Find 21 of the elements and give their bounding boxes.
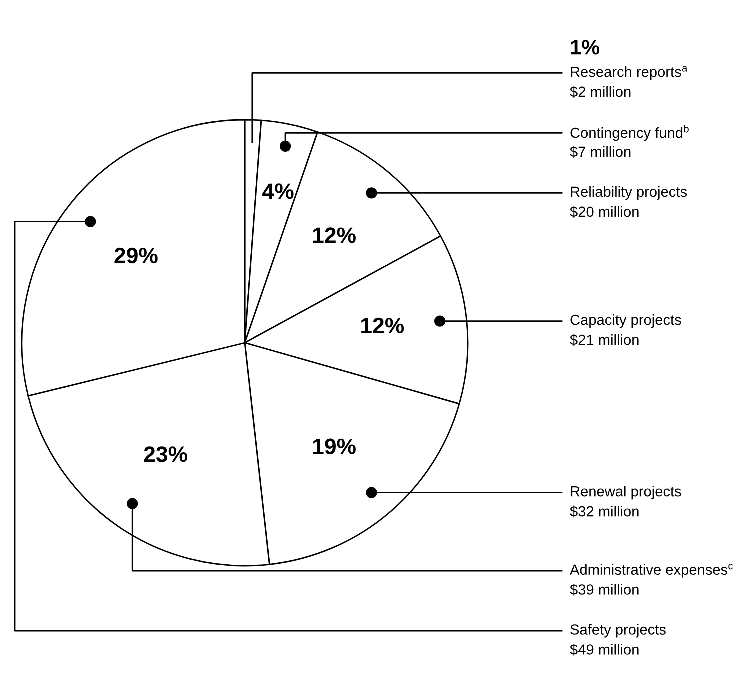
slice-label: Administrative expenses$^{c}$	[570, 564, 734, 578]
slice-label: Capacity projects	[570, 314, 682, 328]
slice-label: Renewal projects	[571, 486, 682, 500]
data-label: $21 million	[570, 334, 639, 346]
text: 29%	[114, 248, 158, 264]
text: 4%	[262, 184, 294, 200]
text: 12%	[313, 228, 356, 244]
text: 12%	[362, 318, 404, 334]
data-label: $7 million	[570, 146, 631, 158]
slice-label: Safety projects	[570, 624, 666, 638]
data-label: $49 million	[570, 644, 639, 656]
data-label: $20 million	[570, 206, 639, 218]
text: 19%	[313, 438, 356, 455]
data-label: $32 million	[570, 506, 639, 518]
data-label: $39 million	[570, 584, 639, 596]
slice-label: Contingency fund$^{b}$	[570, 125, 689, 142]
data-label: $2 million	[570, 86, 631, 98]
text: 1%	[571, 40, 600, 55]
text: 23%	[144, 446, 188, 462]
slice-label: Research reports$^{a}$	[571, 66, 688, 80]
slice-label: Reliability projects	[571, 186, 687, 200]
